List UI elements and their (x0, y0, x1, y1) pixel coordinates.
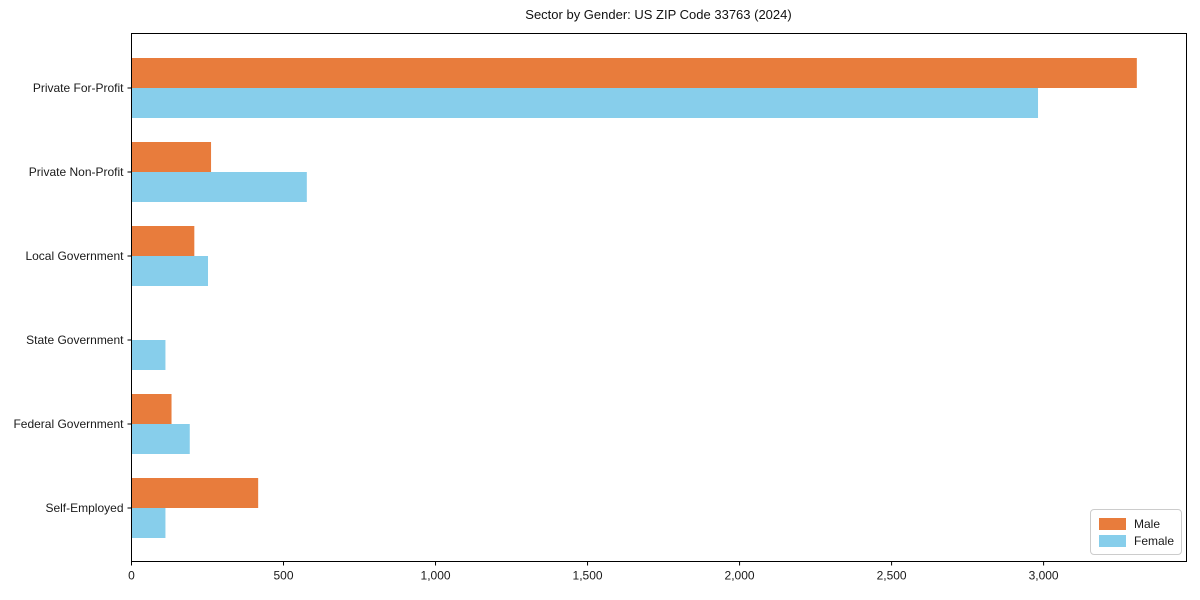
bar-male-1 (132, 142, 212, 172)
y-axis-category-label: Private For-Profit (33, 81, 124, 95)
bar-female-4 (132, 424, 190, 454)
bar-female-1 (132, 172, 307, 202)
legend-item-female: Female (1099, 533, 1175, 548)
x-axis-tick-label: 0 (128, 568, 135, 582)
y-axis-category-label: Federal Government (13, 417, 124, 431)
bar-female-0 (132, 88, 1039, 118)
plot-border (131, 33, 1187, 562)
chart-title: Sector by Gender: US ZIP Code 33763 (202… (525, 7, 792, 22)
bar-female-2 (132, 256, 209, 286)
legend-swatch-male (1099, 517, 1126, 530)
legend-label-male: Male (1134, 516, 1161, 531)
y-axis-category-label: State Government (26, 333, 124, 347)
bar-female-3 (132, 340, 166, 370)
bar-male-2 (132, 226, 195, 256)
legend-item-male: Male (1099, 516, 1173, 531)
y-axis-category-label: Private Non-Profit (29, 165, 124, 179)
bar-male-5 (132, 478, 259, 508)
bar-male-4 (132, 394, 172, 424)
legend-label-female: Female (1134, 533, 1175, 548)
x-axis-tick-label: 2,500 (877, 568, 907, 582)
x-axis-tick-label: 500 (274, 568, 294, 582)
bar-male-0 (132, 58, 1137, 88)
x-axis-tick-label: 3,000 (1029, 568, 1059, 582)
x-axis-tick-label: 2,000 (725, 568, 755, 582)
x-axis-tick-label: 1,000 (421, 568, 451, 582)
bar-female-5 (132, 508, 166, 538)
y-axis-category-label: Local Government (25, 249, 124, 263)
legend-swatch-female (1099, 534, 1126, 547)
legend: Male Female (1090, 509, 1182, 555)
x-axis-tick-label: 1,500 (573, 568, 603, 582)
y-axis-category-label: Self-Employed (45, 501, 123, 515)
